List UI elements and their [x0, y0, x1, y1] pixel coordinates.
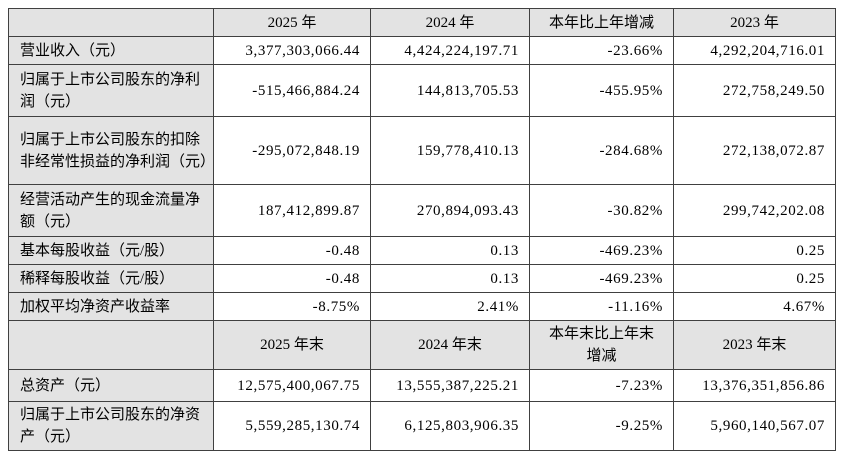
cell-2025: -0.48 — [213, 236, 371, 265]
cell-2025: 187,412,899.87 — [213, 184, 371, 237]
header-blank-end — [8, 320, 214, 370]
row-label: 营业收入（元） — [8, 36, 214, 65]
table-row-diluted-eps: 稀释每股收益（元/股） -0.48 0.13 -469.23% 0.25 — [8, 264, 836, 293]
table-row-net-assets: 归属于上市公司股东的净资产（元） 5,559,285,130.74 6,125,… — [8, 401, 836, 451]
cell-2023: 0.25 — [673, 236, 836, 265]
cell-change: -284.68% — [529, 116, 674, 185]
header-end-2024: 2024 年末 — [370, 320, 530, 370]
cell-2024: 2.41% — [370, 292, 530, 321]
cell-change: -9.25% — [529, 401, 674, 451]
cell-2024: 6,125,803,906.35 — [370, 401, 530, 451]
cell-2023: 5,960,140,567.07 — [673, 401, 836, 451]
cell-2023: 0.25 — [673, 264, 836, 293]
header-row-end-of-period: 2025 年末 2024 年末 本年末比上年末增减 2023 年末 — [8, 320, 836, 370]
header-year-2025: 2025 年 — [213, 8, 371, 37]
header-end-2025: 2025 年末 — [213, 320, 371, 370]
cell-change: -11.16% — [529, 292, 674, 321]
cell-2024: 0.13 — [370, 264, 530, 293]
cell-2023: 13,376,351,856.86 — [673, 369, 836, 402]
cell-2025: -0.48 — [213, 264, 371, 293]
table-row-weighted-roe: 加权平均净资产收益率 -8.75% 2.41% -11.16% 4.67% — [8, 292, 836, 321]
table-row-net-profit: 归属于上市公司股东的净利润（元） -515,466,884.24 144,813… — [8, 64, 836, 117]
header-row-annual: 2025 年 2024 年 本年比上年增减 2023 年 — [8, 8, 836, 37]
table-row-net-profit-excl-nonrecurring: 归属于上市公司股东的扣除非经常性损益的净利润（元） -295,072,848.1… — [8, 116, 836, 185]
row-label: 稀释每股收益（元/股） — [8, 264, 214, 293]
header-year-2024: 2024 年 — [370, 8, 530, 37]
cell-2023: 299,742,202.08 — [673, 184, 836, 237]
financial-summary-table: 2025 年 2024 年 本年比上年增减 2023 年 营业收入（元） 3,3… — [8, 8, 836, 451]
report-page: 2025 年 2024 年 本年比上年增减 2023 年 营业收入（元） 3,3… — [8, 8, 836, 451]
cell-2024: 4,424,224,197.71 — [370, 36, 530, 65]
row-label: 基本每股收益（元/股） — [8, 236, 214, 265]
cell-change: -30.82% — [529, 184, 674, 237]
header-end-2023: 2023 年末 — [673, 320, 836, 370]
cell-change: -23.66% — [529, 36, 674, 65]
cell-2023: 272,138,072.87 — [673, 116, 836, 185]
cell-2024: 13,555,387,225.21 — [370, 369, 530, 402]
row-label: 归属于上市公司股东的净利润（元） — [8, 64, 214, 117]
cell-2024: 144,813,705.53 — [370, 64, 530, 117]
row-label: 归属于上市公司股东的净资产（元） — [8, 401, 214, 451]
header-end-yoy-change: 本年末比上年末增减 — [529, 320, 674, 370]
cell-change: -7.23% — [529, 369, 674, 402]
header-year-2023: 2023 年 — [673, 8, 836, 37]
cell-2025: -515,466,884.24 — [213, 64, 371, 117]
cell-change: -469.23% — [529, 236, 674, 265]
cell-change: -469.23% — [529, 264, 674, 293]
table-row-operating-cash-flow: 经营活动产生的现金流量净额（元） 187,412,899.87 270,894,… — [8, 184, 836, 237]
cell-2025: 3,377,303,066.44 — [213, 36, 371, 65]
table-row-basic-eps: 基本每股收益（元/股） -0.48 0.13 -469.23% 0.25 — [8, 236, 836, 265]
row-label: 经营活动产生的现金流量净额（元） — [8, 184, 214, 237]
table-row-total-assets: 总资产（元） 12,575,400,067.75 13,555,387,225.… — [8, 369, 836, 402]
cell-2025: 5,559,285,130.74 — [213, 401, 371, 451]
row-label: 加权平均净资产收益率 — [8, 292, 214, 321]
cell-2024: 159,778,410.13 — [370, 116, 530, 185]
header-yoy-change: 本年比上年增减 — [529, 8, 674, 37]
cell-2025: 12,575,400,067.75 — [213, 369, 371, 402]
row-label: 总资产（元） — [8, 369, 214, 402]
cell-2023: 4,292,204,716.01 — [673, 36, 836, 65]
table-row-revenue: 营业收入（元） 3,377,303,066.44 4,424,224,197.7… — [8, 36, 836, 65]
cell-2024: 270,894,093.43 — [370, 184, 530, 237]
cell-2023: 272,758,249.50 — [673, 64, 836, 117]
cell-2024: 0.13 — [370, 236, 530, 265]
header-blank-annual — [8, 8, 214, 37]
cell-2023: 4.67% — [673, 292, 836, 321]
cell-2025: -8.75% — [213, 292, 371, 321]
row-label: 归属于上市公司股东的扣除非经常性损益的净利润（元） — [8, 116, 214, 185]
cell-change: -455.95% — [529, 64, 674, 117]
cell-2025: -295,072,848.19 — [213, 116, 371, 185]
